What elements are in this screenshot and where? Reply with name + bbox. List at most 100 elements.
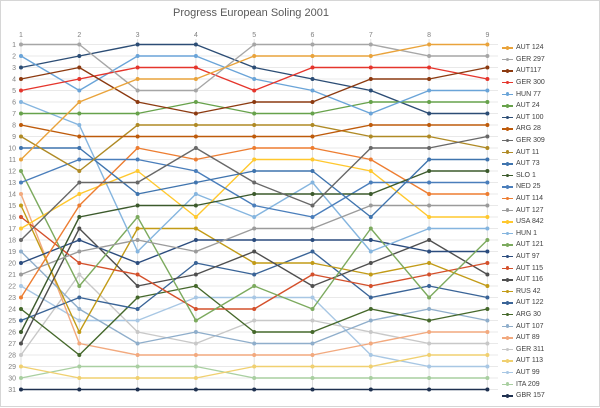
data-point bbox=[193, 111, 198, 116]
data-point bbox=[485, 376, 490, 380]
data-point bbox=[193, 42, 198, 47]
legend-item-ned-25[interactable]: NED 25 bbox=[502, 181, 598, 193]
legend-marker-icon bbox=[502, 115, 513, 120]
legend-item-slo-1[interactable]: SLO 1 bbox=[502, 170, 598, 182]
data-point bbox=[427, 42, 432, 47]
legend-item-aut-115[interactable]: AUT 115 bbox=[502, 262, 598, 274]
data-point bbox=[193, 341, 198, 346]
legend-item-aut-114[interactable]: AUT 114 bbox=[502, 193, 598, 205]
legend-item-arg-30[interactable]: ARG 30 bbox=[502, 309, 598, 321]
data-point bbox=[135, 146, 140, 150]
legend-item-ger-311[interactable]: GER 311 bbox=[502, 343, 598, 355]
x-axis-tick-label: 8 bbox=[427, 32, 431, 39]
data-point bbox=[252, 215, 257, 219]
data-point bbox=[252, 261, 257, 265]
data-point bbox=[310, 77, 315, 81]
data-point bbox=[485, 100, 490, 104]
data-point bbox=[310, 54, 315, 58]
data-point bbox=[19, 215, 23, 219]
data-point bbox=[77, 295, 82, 300]
data-point bbox=[485, 111, 490, 116]
legend-item-ger-297[interactable]: GER 297 bbox=[502, 54, 598, 66]
data-point bbox=[368, 111, 373, 116]
data-point bbox=[19, 123, 23, 127]
legend-item-aut-89[interactable]: AUT 89 bbox=[502, 332, 598, 344]
legend-item-aut-97[interactable]: AUT 97 bbox=[502, 251, 598, 263]
data-point bbox=[252, 65, 257, 70]
legend-item-aut-107[interactable]: AUT 107 bbox=[502, 320, 598, 332]
legend-item-aut-11[interactable]: AUT 11 bbox=[502, 146, 598, 158]
legend-item-ger-300[interactable]: GER 300 bbox=[502, 77, 598, 89]
data-point bbox=[77, 203, 82, 208]
data-point bbox=[135, 100, 140, 104]
legend-item-aut-121[interactable]: AUT 121 bbox=[502, 239, 598, 251]
data-point bbox=[368, 376, 373, 380]
data-point bbox=[193, 134, 198, 139]
y-axis-tick-label: 13 bbox=[8, 180, 16, 187]
legend-marker-icon bbox=[502, 289, 513, 294]
data-point bbox=[252, 146, 257, 150]
data-point bbox=[485, 261, 490, 265]
legend-item-ger-309[interactable]: GER 309 bbox=[502, 135, 598, 147]
data-point bbox=[310, 272, 315, 277]
data-point bbox=[193, 272, 198, 277]
data-point bbox=[77, 330, 82, 334]
x-axis-tick-label: 5 bbox=[252, 32, 256, 39]
data-point bbox=[368, 123, 373, 127]
legend-item-aut-73[interactable]: AUT 73 bbox=[502, 158, 598, 170]
legend-item-aut-124[interactable]: AUT 124 bbox=[502, 42, 598, 54]
legend-item-aut-100[interactable]: AUT 100 bbox=[502, 112, 598, 124]
legend-label: AUT 122 bbox=[516, 299, 544, 307]
data-point bbox=[193, 261, 198, 265]
data-point bbox=[252, 123, 257, 127]
legend-item-aut-122[interactable]: AUT 122 bbox=[502, 297, 598, 309]
legend-item-aut-116[interactable]: AUT 116 bbox=[502, 274, 598, 286]
legend-item-aut-113[interactable]: AUT 113 bbox=[502, 355, 598, 367]
legend-marker-icon bbox=[502, 300, 513, 305]
data-point bbox=[193, 192, 198, 196]
legend-item-gbr-157[interactable]: GBR 157 bbox=[502, 390, 598, 402]
legend-item-hun-77[interactable]: HUN 77 bbox=[502, 88, 598, 100]
data-point bbox=[310, 100, 315, 104]
data-point bbox=[368, 215, 373, 219]
x-axis-tick-label: 1 bbox=[19, 32, 23, 39]
data-point bbox=[77, 157, 82, 162]
data-point bbox=[427, 123, 432, 127]
data-point bbox=[252, 307, 257, 311]
legend-item-ita-209[interactable]: ITA 209 bbox=[502, 378, 598, 390]
data-point bbox=[77, 146, 82, 150]
legend-item-arg-28[interactable]: ARG 28 bbox=[502, 123, 598, 135]
data-point bbox=[427, 77, 432, 81]
y-axis-tick-label: 30 bbox=[8, 376, 16, 383]
data-point bbox=[427, 111, 432, 116]
data-point bbox=[77, 226, 82, 231]
data-point bbox=[427, 318, 432, 323]
data-point bbox=[19, 134, 23, 139]
data-point bbox=[368, 180, 373, 185]
legend-label: AUT 97 bbox=[516, 252, 540, 260]
data-point bbox=[310, 65, 315, 70]
data-point bbox=[368, 307, 373, 311]
data-point bbox=[310, 134, 315, 139]
data-point bbox=[427, 341, 432, 346]
data-point bbox=[193, 284, 198, 288]
legend-item-rus-42[interactable]: RUS 42 bbox=[502, 285, 598, 297]
legend-marker-icon bbox=[502, 231, 513, 236]
data-point bbox=[368, 192, 373, 196]
data-point bbox=[193, 387, 198, 392]
legend-item-aut117[interactable]: AUT117 bbox=[502, 65, 598, 77]
legend-item-hun-1[interactable]: HUN 1 bbox=[502, 228, 598, 240]
data-point bbox=[19, 42, 23, 47]
data-point bbox=[368, 88, 373, 93]
legend-item-aut-24[interactable]: AUT 24 bbox=[502, 100, 598, 112]
legend-marker-icon bbox=[502, 370, 513, 375]
legend-item-usa-842[interactable]: USA 842 bbox=[502, 216, 598, 228]
data-point bbox=[19, 249, 23, 254]
data-point bbox=[135, 134, 140, 139]
data-point bbox=[77, 42, 82, 47]
y-axis-tick-label: 4 bbox=[12, 77, 16, 84]
legend-item-aut-127[interactable]: AUT 127 bbox=[502, 204, 598, 216]
data-point bbox=[310, 157, 315, 162]
data-point bbox=[485, 215, 490, 219]
legend-item-aut-99[interactable]: AUT 99 bbox=[502, 367, 598, 379]
